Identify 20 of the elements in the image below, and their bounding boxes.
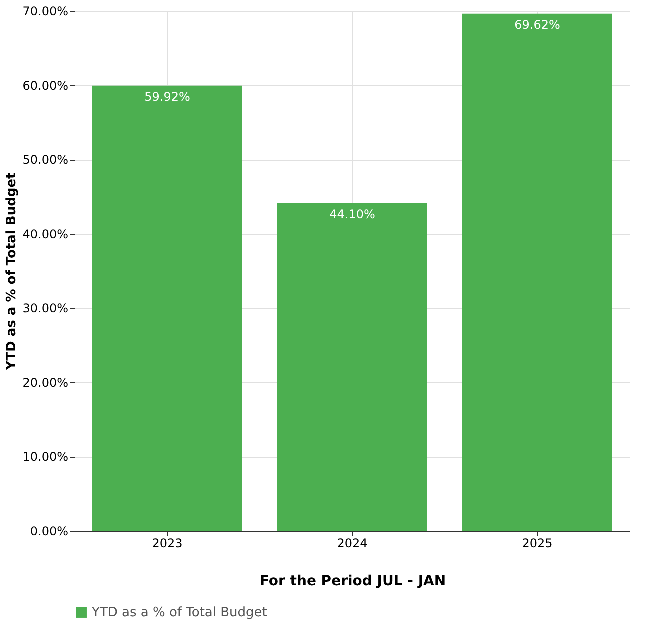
y-axis-title: YTD as a % of Total Budget	[4, 172, 20, 372]
data-label: 69.62%	[514, 18, 560, 32]
y-tick-label: 40.00%	[22, 227, 68, 242]
y-tick-label: 0.00%	[30, 524, 68, 538]
y-tick-label: 20.00%	[22, 376, 68, 390]
x-axis-title: For the Period JUL - JAN	[260, 574, 446, 590]
y-tick-label: 30.00%	[22, 302, 68, 316]
y-tick-label: 60.00%	[22, 78, 68, 93]
y-tick-label: 10.00%	[22, 450, 68, 464]
bar	[462, 14, 612, 531]
y-tick-label: 70.00%	[22, 4, 68, 18]
x-tick-label: 2023	[152, 536, 183, 550]
bar	[92, 86, 242, 531]
data-label: 59.92%	[144, 90, 190, 104]
x-tick-label: 2024	[337, 536, 368, 550]
bar	[278, 203, 428, 531]
data-label: 44.10%	[330, 207, 376, 222]
x-tick-label: 2025	[522, 536, 553, 550]
legend-label: YTD as a % of Total Budget	[91, 606, 268, 620]
y-tick-label: 50.00%	[22, 153, 68, 168]
